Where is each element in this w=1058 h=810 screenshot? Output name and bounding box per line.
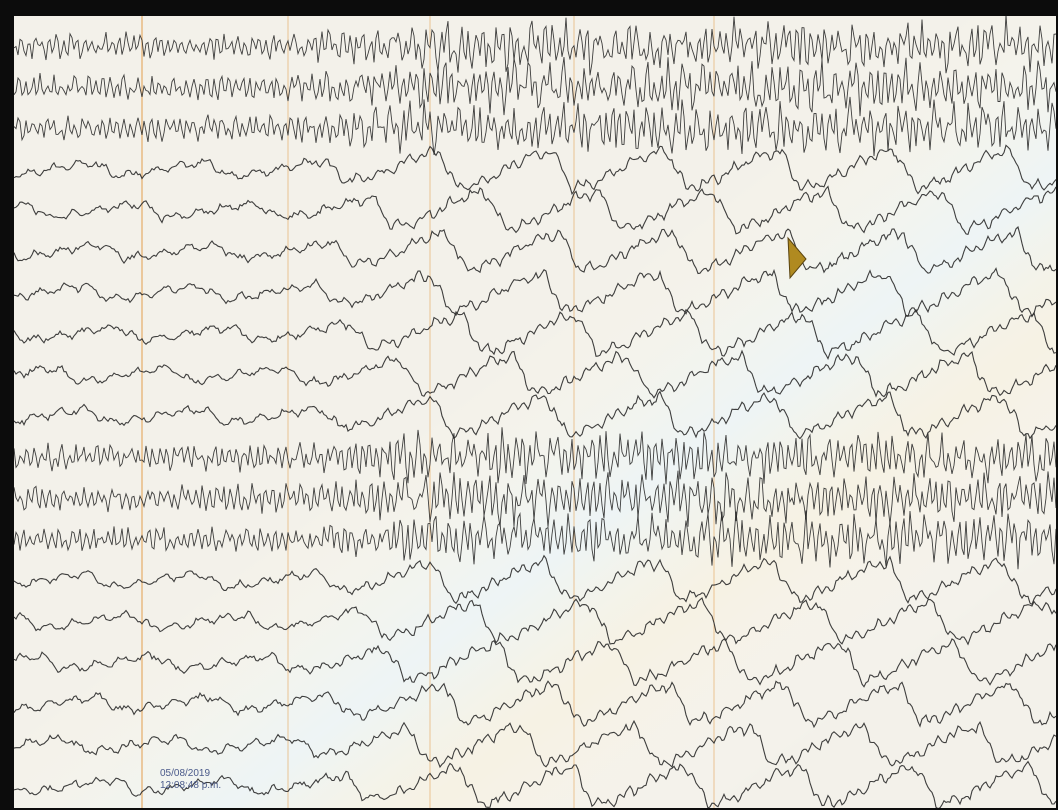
- eeg-channel-traces: [14, 16, 1056, 808]
- eeg-channel-trace: [14, 96, 1056, 157]
- eeg-channel-trace: [14, 554, 1056, 606]
- eeg-channel-trace: [14, 225, 1056, 275]
- eeg-channel-trace: [14, 427, 1056, 485]
- eeg-channel-trace: [14, 719, 1056, 769]
- recording-timestamp: 05/08/2019 12:08:48 p.m.: [160, 768, 221, 792]
- screen-glare: [14, 16, 1056, 808]
- time-gridlines: [141, 16, 715, 808]
- eeg-channel-trace: [14, 57, 1056, 117]
- eeg-channel-trace: [14, 680, 1056, 729]
- eeg-channel-trace: [14, 470, 1056, 527]
- eeg-channel-trace: [14, 510, 1056, 570]
- eeg-channel-trace: [14, 16, 1056, 76]
- eeg-channel-trace: [14, 185, 1056, 236]
- eeg-channel-trace: [14, 267, 1056, 318]
- eeg-channel-trace: [14, 760, 1056, 808]
- eeg-screen: 05/08/2019 12:08:48 p.m.: [14, 16, 1056, 808]
- eeg-channel-trace: [14, 638, 1056, 688]
- recording-time: 12:08:48 p.m.: [160, 780, 222, 791]
- eeg-channel-trace: [14, 597, 1056, 646]
- eeg-traces: [14, 16, 1056, 808]
- recording-date: 05/08/2019: [160, 768, 211, 779]
- arrow-pointer-icon: [787, 236, 807, 280]
- eeg-channel-trace: [14, 308, 1056, 360]
- eeg-channel-trace: [14, 144, 1056, 196]
- eeg-channel-trace: [14, 390, 1056, 440]
- eeg-channel-trace: [14, 349, 1056, 399]
